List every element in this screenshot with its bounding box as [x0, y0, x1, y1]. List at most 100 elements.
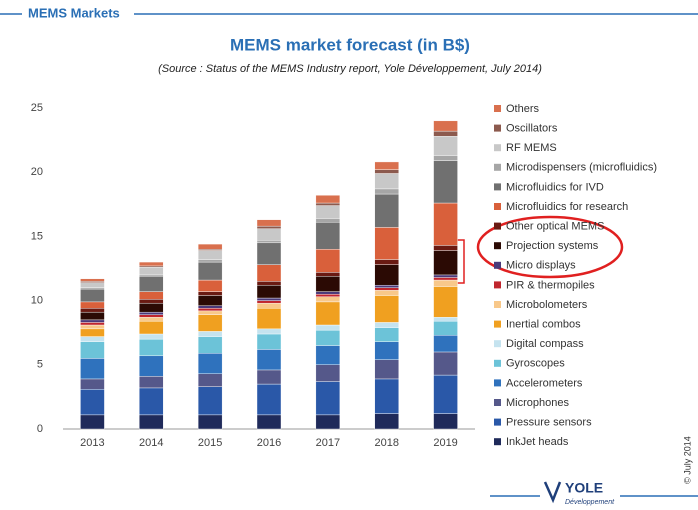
x-tick-label: 2016 — [257, 437, 281, 449]
x-tick-label: 2015 — [198, 437, 222, 449]
bar-segment — [139, 311, 164, 315]
bar-segment — [433, 277, 458, 281]
bar-segment — [80, 341, 105, 359]
bar-segment — [139, 291, 164, 300]
bar-segment — [315, 329, 341, 346]
legend-label: Others — [506, 103, 540, 115]
y-tick-label: 5 — [37, 359, 43, 371]
bar-segment — [80, 319, 105, 323]
bar-segment — [197, 259, 223, 263]
y-tick-label: 25 — [31, 102, 43, 114]
bar-segment — [374, 259, 399, 265]
logo-icon — [543, 481, 562, 504]
legend-label: Microphones — [506, 397, 569, 409]
legend-swatch — [494, 144, 501, 152]
legend-label: Digital compass — [506, 338, 584, 350]
bar-segment — [433, 160, 458, 204]
bar-segment — [197, 386, 223, 416]
bar-segment — [256, 333, 282, 350]
bar-segment — [374, 227, 399, 260]
bar-segment — [433, 274, 458, 278]
bar-segment — [433, 245, 458, 251]
bar-segment — [197, 305, 223, 309]
bar-segment — [433, 155, 458, 161]
legend-swatch — [494, 379, 501, 387]
bar-segment — [80, 414, 105, 430]
bar-segment — [80, 324, 105, 330]
bar-segment — [139, 267, 164, 276]
bar-segment — [139, 314, 164, 318]
x-tick-label: 2014 — [139, 437, 163, 449]
bar-segment — [315, 291, 341, 295]
legend-swatch — [494, 399, 501, 406]
legend-label: InkJet heads — [506, 436, 569, 448]
x-tick-label: 2019 — [433, 437, 457, 449]
legend-swatch — [494, 340, 501, 348]
bar-segment — [433, 413, 458, 430]
bar-segment — [315, 296, 341, 303]
bar-segment — [315, 364, 341, 382]
legend-swatch — [494, 359, 501, 367]
bar-segment — [374, 322, 399, 328]
legend-label: Microfluidics for IVD — [506, 181, 604, 193]
legend-label: Microfluidics for research — [506, 201, 628, 213]
bar-segment — [374, 188, 399, 195]
legend-swatch — [494, 105, 501, 112]
bar-segment — [80, 358, 105, 380]
bar-segment — [374, 284, 399, 288]
legend-swatch — [494, 242, 501, 250]
legend-swatch — [494, 438, 501, 446]
bar-segment — [256, 240, 282, 244]
legend-label: Microbolometers — [506, 299, 588, 311]
legend-swatch — [494, 163, 501, 171]
bar-segment — [256, 414, 282, 430]
bar-segment — [139, 276, 164, 292]
bar-segment — [80, 308, 105, 313]
legend-swatch — [494, 222, 501, 230]
logo-sub: Développement — [565, 499, 615, 506]
bar-segment — [315, 293, 341, 297]
bar-segment — [197, 373, 223, 387]
x-tick-label: 2018 — [374, 437, 398, 449]
bar-segment — [256, 300, 282, 304]
bar-segment — [197, 279, 223, 292]
bar-segment — [256, 308, 282, 330]
bar-segment — [315, 195, 341, 204]
bar-segment — [80, 322, 105, 326]
bar-segment — [374, 287, 399, 291]
bar-segment — [433, 317, 458, 322]
legend-label: Micro displays — [506, 260, 576, 272]
y-tick-label: 0 — [37, 423, 43, 435]
bar-segment — [80, 311, 105, 321]
bar-segment — [139, 355, 164, 377]
bar-segment — [139, 338, 164, 357]
bar-segment — [374, 327, 399, 342]
bar-segment — [256, 302, 282, 309]
bar-segment — [139, 387, 164, 416]
legend-swatch — [494, 418, 501, 426]
bar-segment — [197, 291, 223, 296]
legend-label: RF MEMS — [506, 142, 557, 154]
bar-segment — [315, 324, 341, 331]
bar-segment — [315, 272, 341, 277]
bar-segment — [139, 320, 164, 335]
legend-swatch — [494, 261, 501, 269]
y-tick-label: 10 — [31, 295, 43, 307]
copyright: © July 2014 — [682, 436, 692, 484]
bar-segment — [256, 219, 282, 227]
bar-segment — [197, 331, 223, 337]
bar-segment — [433, 202, 458, 246]
bar-segment — [197, 414, 223, 430]
bar-segment — [433, 279, 458, 287]
bar-segment — [139, 299, 164, 304]
bar-segment — [315, 249, 341, 273]
bar-segment — [315, 345, 341, 366]
bar-segment — [197, 336, 223, 354]
bar-segment — [315, 381, 341, 416]
bar-segment — [256, 264, 282, 282]
legend-swatch — [494, 281, 501, 289]
bar-segment — [374, 295, 399, 323]
bar-segment — [433, 335, 458, 353]
legend-label: Inertial combos — [506, 319, 581, 331]
